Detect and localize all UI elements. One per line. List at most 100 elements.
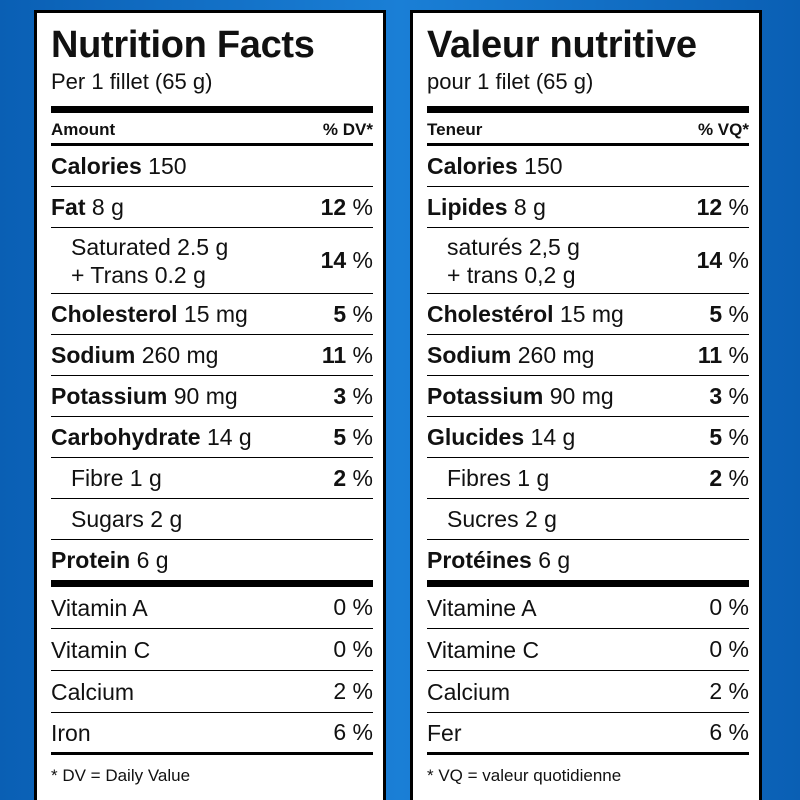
fat-pct: 12 xyxy=(320,193,347,220)
vitamin-pct: 6 % xyxy=(333,719,373,745)
fat-row: Fat 8 g 12 % xyxy=(51,187,373,228)
pct-sign: % xyxy=(352,247,373,273)
fibre-row: Fibre 1 g 2 % xyxy=(51,458,373,499)
nutrition-facts-panel-english: Nutrition Facts Per 1 fillet (65 g) Amou… xyxy=(34,10,386,800)
column-header: Amount % DV* xyxy=(51,106,373,146)
serving-size: pour 1 filet (65 g) xyxy=(427,69,594,94)
sodium-amount: 260 mg xyxy=(141,342,219,368)
sodium-label: Sodium xyxy=(427,342,512,368)
panel-title: Nutrition Facts xyxy=(51,24,315,66)
sodium-row: Sodium 260 mg 11 % xyxy=(427,335,749,376)
vitamin-pct: 6 % xyxy=(709,719,749,745)
cholesterol-label: Cholestérol xyxy=(427,301,554,327)
cholesterol-pct: 5 xyxy=(709,300,723,327)
potassium-row: Potassium 90 mg 3 % xyxy=(51,376,373,417)
fibre-label: Fibres 1 g xyxy=(447,465,550,491)
vitamin-row: Vitamin A 0 % xyxy=(51,587,373,629)
pct-sign: % xyxy=(728,341,749,368)
sodium-pct: 11 xyxy=(697,341,723,368)
pct-sign: % xyxy=(728,423,749,450)
saturated-line: saturés 2,5 g xyxy=(447,233,580,260)
trans-line: + trans 0,2 g xyxy=(447,261,576,288)
carbohydrate-amount: 14 g xyxy=(206,424,252,450)
pct-sign: % xyxy=(352,300,373,327)
vitamin-label: Iron xyxy=(51,719,91,746)
pct-sign: % xyxy=(352,423,373,450)
fibre-pct: 2 xyxy=(333,464,347,491)
dv-label: % DV* xyxy=(322,120,373,139)
saturated-pct: 14 xyxy=(696,247,723,273)
vitamin-label: Vitamine A xyxy=(427,594,537,621)
vitamin-row: Calcium 2 % xyxy=(427,671,749,713)
vitamin-label: Calcium xyxy=(51,678,135,705)
vitamin-row: Vitamine C 0 % xyxy=(427,629,749,671)
protein-label: Protéines xyxy=(427,547,532,573)
vitamin-row: Vitamine A 0 % xyxy=(427,587,749,629)
pct-sign: % xyxy=(728,193,749,220)
saturated-pct: 14 xyxy=(320,247,347,273)
vitamin-row: Vitamin C 0 % xyxy=(51,629,373,671)
calories-row: Calories 150 xyxy=(51,146,373,187)
saturated-line: Saturated 2.5 g xyxy=(71,233,229,260)
saturated-row: saturés 2,5 g + trans 0,2 g 14 % xyxy=(427,228,749,294)
carbohydrate-row: Carbohydrate 14 g 5 % xyxy=(51,417,373,458)
fat-label: Lipides xyxy=(427,194,508,220)
serving-size: Per 1 fillet (65 g) xyxy=(51,69,213,94)
carbohydrate-pct: 5 xyxy=(333,423,347,450)
sugars-row: Sucres 2 g xyxy=(427,499,749,540)
pct-sign: % xyxy=(352,193,373,220)
protein-amount: 6 g xyxy=(538,547,571,573)
pct-sign: % xyxy=(352,464,373,491)
potassium-pct: 3 xyxy=(333,382,347,409)
carbohydrate-label: Glucides xyxy=(427,424,525,450)
trans-line: + Trans 0.2 g xyxy=(71,261,206,288)
protein-row: Protéines 6 g xyxy=(427,540,749,587)
sodium-label: Sodium xyxy=(51,342,136,368)
panel-title: Valeur nutritive xyxy=(427,24,697,66)
potassium-amount: 90 mg xyxy=(173,383,238,409)
cholesterol-row: Cholesterol 15 mg 5 % xyxy=(51,294,373,335)
fibre-pct: 2 xyxy=(709,464,723,491)
pct-sign: % xyxy=(728,464,749,491)
vitamin-label: Vitamin A xyxy=(51,594,148,621)
vitamin-pct: 0 % xyxy=(709,594,749,620)
calories-row: Calories 150 xyxy=(427,146,749,187)
sodium-amount: 260 mg xyxy=(517,342,595,368)
vitamin-label: Vitamin C xyxy=(51,636,151,663)
fat-label: Fat xyxy=(51,194,86,220)
cholesterol-label: Cholesterol xyxy=(51,301,178,327)
fat-amount: 8 g xyxy=(91,194,124,220)
column-header: Teneur % VQ* xyxy=(427,106,749,146)
fibre-label: Fibre 1 g xyxy=(71,465,162,491)
sugars-label: Sucres 2 g xyxy=(447,506,557,532)
fat-pct: 12 xyxy=(696,193,723,220)
amount-label: Teneur xyxy=(427,120,483,139)
sugars-label: Sugars 2 g xyxy=(71,506,183,532)
cholesterol-pct: 5 xyxy=(333,300,347,327)
vitamin-pct: 2 % xyxy=(333,678,373,704)
vitamin-row: Fer 6 % xyxy=(427,713,749,755)
cholesterol-row: Cholestérol 15 mg 5 % xyxy=(427,294,749,335)
potassium-label: Potassium xyxy=(427,383,544,409)
potassium-pct: 3 xyxy=(709,382,723,409)
vitamin-pct: 0 % xyxy=(333,636,373,662)
calories-label: Calories xyxy=(51,153,142,179)
fibre-row: Fibres 1 g 2 % xyxy=(427,458,749,499)
vitamin-pct: 0 % xyxy=(709,636,749,662)
vitamin-label: Vitamine C xyxy=(427,636,540,663)
cholesterol-amount: 15 mg xyxy=(559,301,624,327)
protein-amount: 6 g xyxy=(136,547,169,573)
carbohydrate-pct: 5 xyxy=(709,423,723,450)
footnote: * DV = Daily Value xyxy=(51,766,191,785)
pct-sign: % xyxy=(728,382,749,409)
vitamin-label: Fer xyxy=(427,719,462,746)
pct-sign: % xyxy=(352,382,373,409)
cholesterol-amount: 15 mg xyxy=(183,301,248,327)
vitamin-row: Iron 6 % xyxy=(51,713,373,755)
amount-label: Amount xyxy=(51,120,116,139)
pct-sign: % xyxy=(352,341,373,368)
pct-sign: % xyxy=(728,247,749,273)
nutrition-facts-panel-french: Valeur nutritive pour 1 filet (65 g) Ten… xyxy=(410,10,762,800)
vitamin-pct: 2 % xyxy=(709,678,749,704)
pct-sign: % xyxy=(728,300,749,327)
